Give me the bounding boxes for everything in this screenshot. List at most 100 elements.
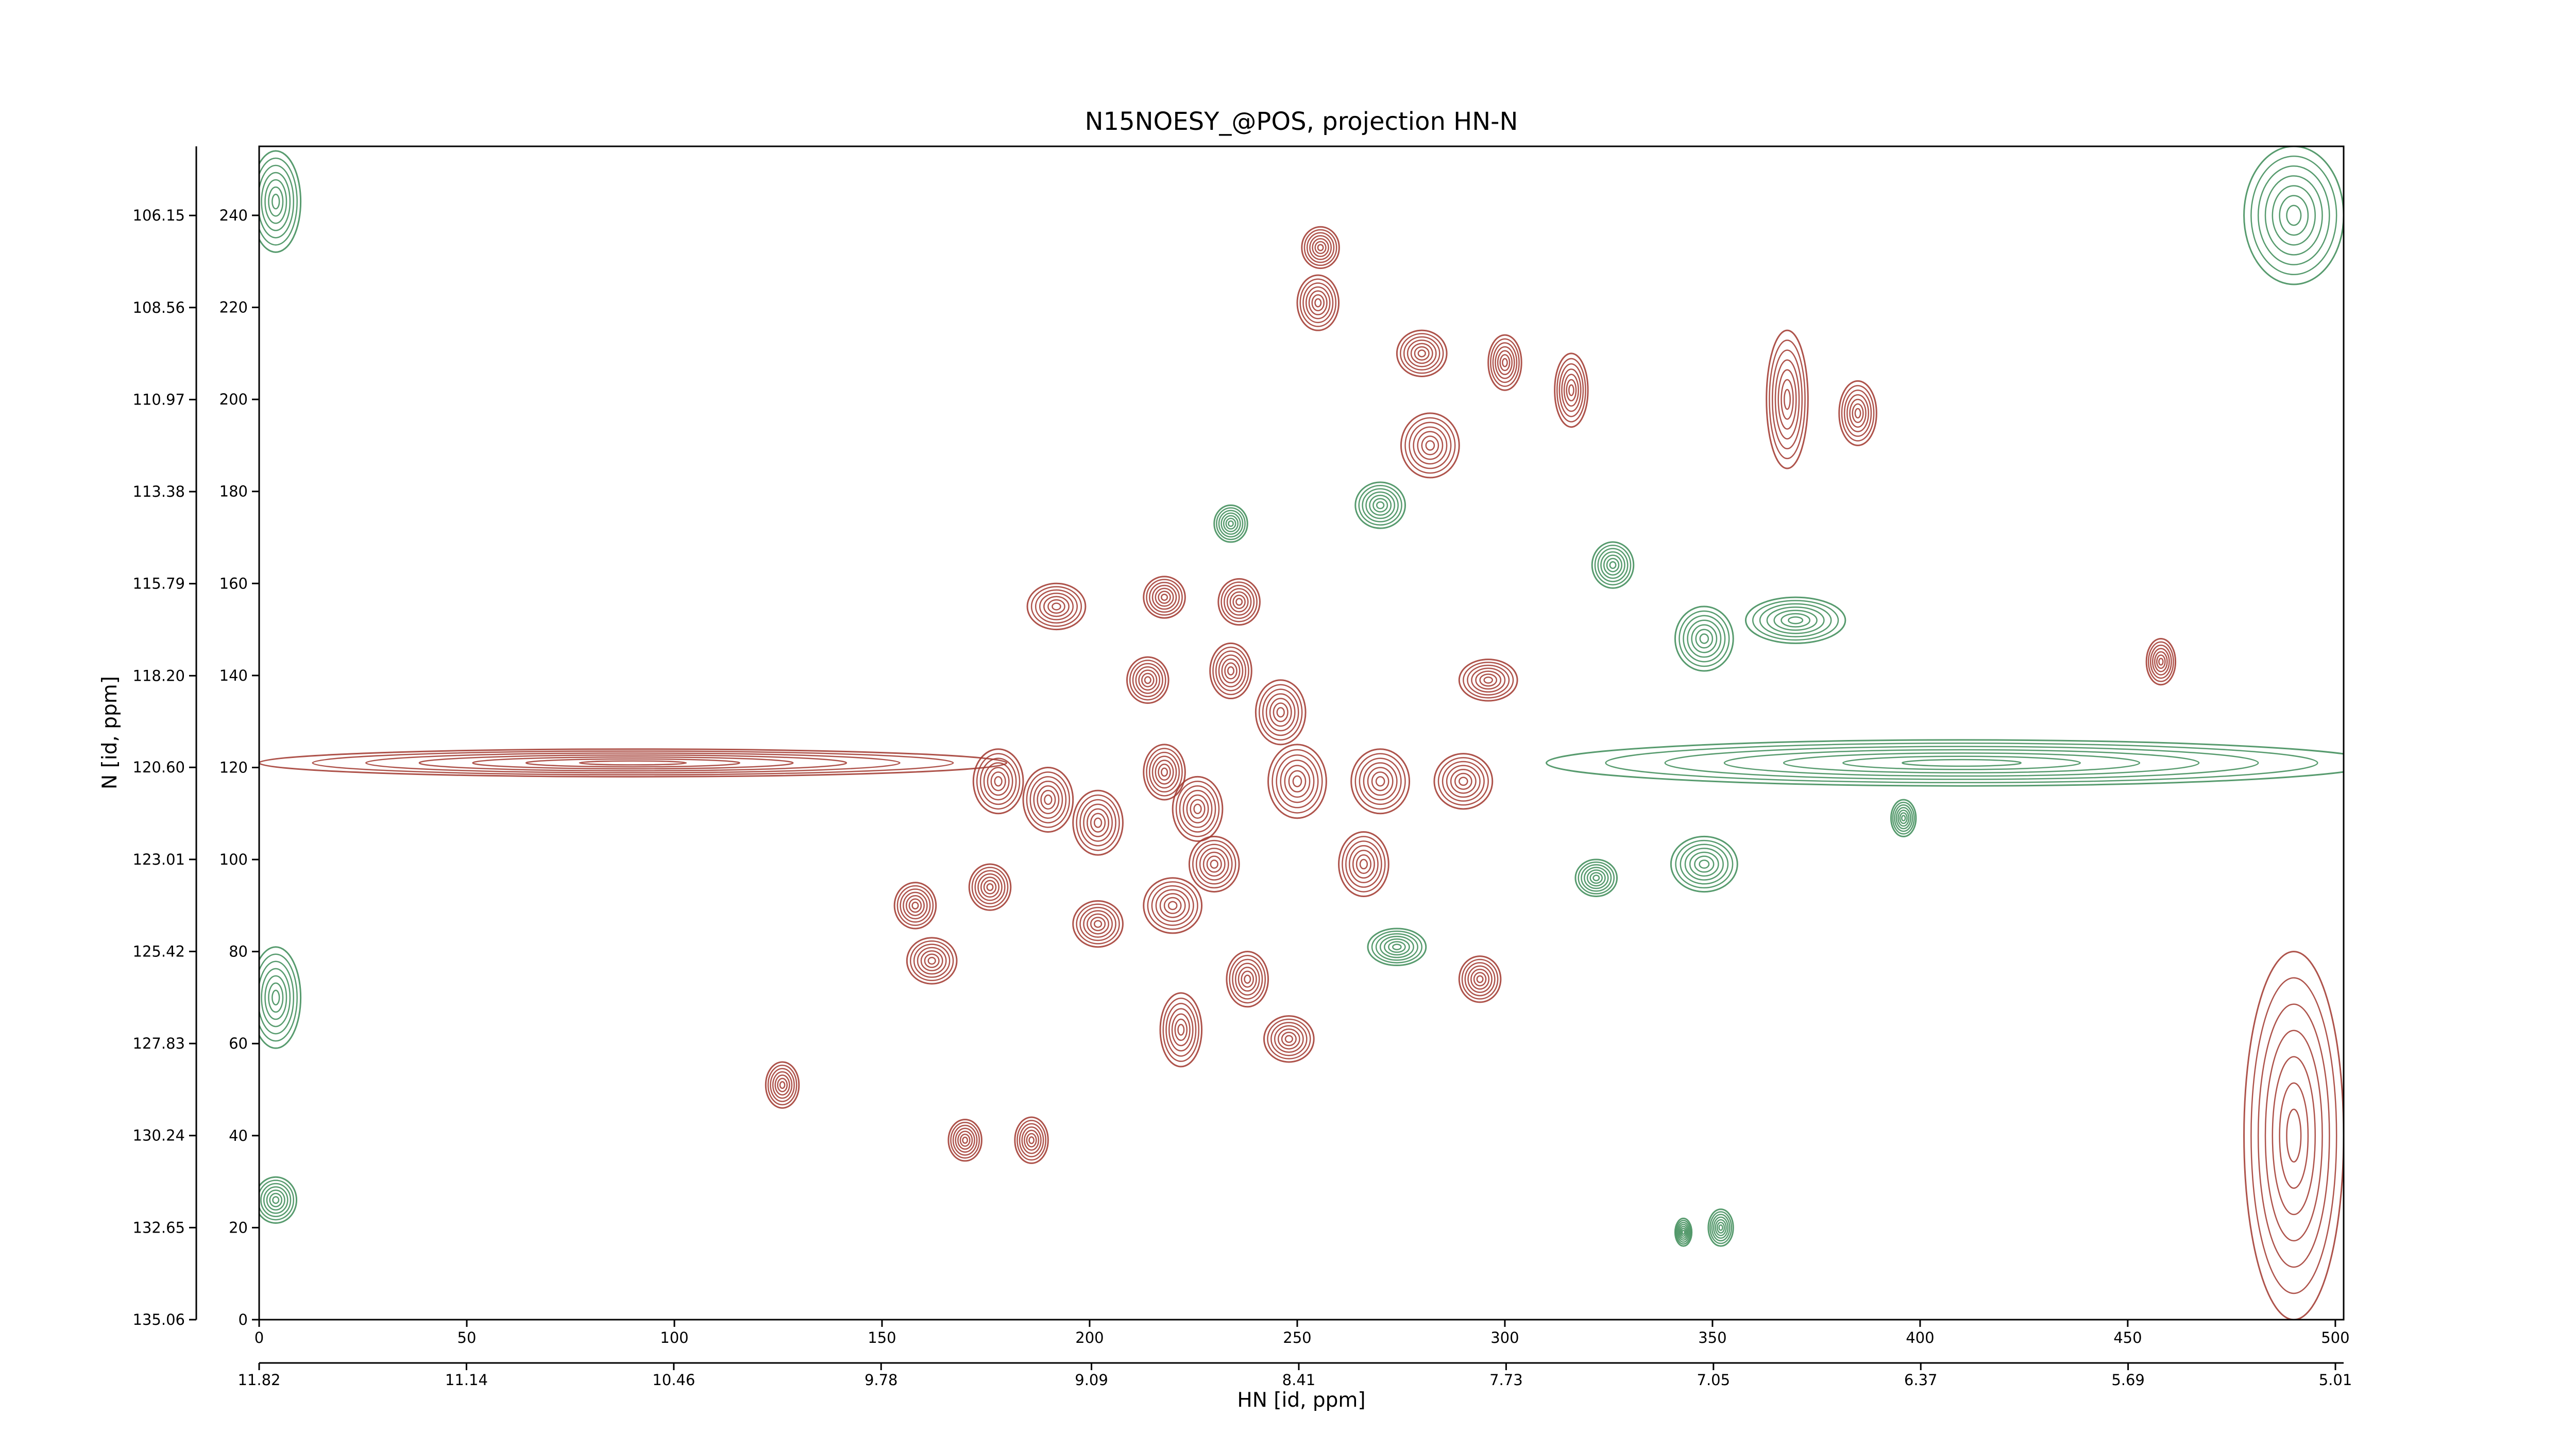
contour-ring [1718, 1224, 1723, 1231]
contour-ring [1450, 769, 1477, 794]
contour-ring [1676, 1221, 1690, 1243]
contour-ring [1302, 282, 1334, 324]
x-tick-label: 0 [255, 1329, 264, 1346]
contour-ring [1679, 1225, 1688, 1239]
contour-ring [1072, 789, 1124, 856]
x2-tick-label: 8.41 [1282, 1371, 1316, 1389]
contour-ring [1028, 1136, 1035, 1144]
contour-ring [774, 1074, 790, 1096]
contour-ring [1464, 962, 1496, 997]
contour-ring [1317, 244, 1324, 251]
contour-ring [268, 982, 284, 1013]
contour-ring [1376, 501, 1385, 510]
peak [1143, 576, 1186, 619]
contour-ring [1043, 596, 1070, 617]
contour-ring [1371, 771, 1389, 791]
contour-ring [1262, 688, 1299, 736]
contour-ring [1546, 739, 2344, 787]
y-tick-label: 100 [219, 851, 248, 868]
contour-ring [1146, 748, 1183, 797]
contour-ring [1171, 1013, 1191, 1047]
contour-ring [1854, 408, 1861, 419]
contour-ring [1744, 596, 1846, 644]
contour-ring [1473, 972, 1487, 987]
contour-ring [1270, 1022, 1308, 1056]
y2-tick-label: 123.01 [133, 851, 185, 868]
contour-ring [266, 1189, 285, 1211]
contour-ring [903, 891, 928, 920]
contour-ring [1563, 374, 1579, 407]
contour-ring [1892, 801, 1915, 835]
contour-ring [1306, 232, 1335, 263]
contour-ring [2243, 146, 2344, 285]
contour-ring [980, 877, 1000, 898]
y-axis-label: N [id, ppm] [98, 676, 122, 789]
contour-ring [1143, 576, 1186, 619]
contour-ring [259, 961, 295, 1035]
contour-ring [1039, 593, 1074, 620]
contour-ring [1263, 1015, 1315, 1063]
x-tick-label: 350 [1698, 1329, 1726, 1346]
contour-ring [1359, 858, 1368, 870]
contour-ring [2272, 1056, 2316, 1216]
contour-ring [1841, 385, 1875, 442]
plot-frame [258, 145, 2345, 1321]
contour-ring [261, 172, 291, 231]
contour-ring [1600, 551, 1625, 579]
contour-ring [1568, 384, 1574, 396]
x-tick-label: 150 [868, 1329, 896, 1346]
contour-ring [1843, 390, 1872, 437]
peak [1433, 753, 1494, 810]
contour-ring [1076, 903, 1120, 945]
contour-ring [1223, 515, 1239, 532]
peak [1126, 656, 1170, 704]
x2-tick-label: 7.73 [1489, 1371, 1523, 1389]
contour-ring [1499, 354, 1511, 372]
contour-ring [1403, 336, 1440, 370]
contour-ring [968, 863, 1012, 911]
contour-ring [1497, 350, 1513, 375]
contour-ring [1354, 481, 1406, 529]
contour-ring [1144, 676, 1151, 684]
contour-ring [1680, 1227, 1687, 1237]
contour-ring [1454, 772, 1472, 790]
contour-ring [1459, 777, 1468, 786]
contour-ring [1273, 702, 1289, 722]
contour-ring [1421, 435, 1439, 456]
contour-ring [952, 1124, 978, 1156]
contour-ring [579, 760, 687, 766]
contour-ring [1363, 762, 1398, 801]
contour-ring [1182, 789, 1213, 828]
contour-ring [1605, 743, 2318, 784]
contour-ring [1037, 785, 1060, 815]
peak [1674, 605, 1734, 672]
contour-ring [1771, 349, 1803, 450]
peak [1350, 748, 1411, 815]
contour-ring [1594, 545, 1632, 586]
contour-ring [1446, 765, 1481, 798]
contour-ring [1047, 599, 1065, 614]
peak [2243, 951, 2344, 1320]
contour-ring [1502, 358, 1508, 367]
contour-ring [924, 953, 940, 968]
contour-ring [1259, 684, 1303, 741]
contour-ring [1375, 776, 1385, 787]
contour-ring [1135, 666, 1161, 694]
contour-ring [1897, 810, 1910, 827]
contour-ring [1417, 431, 1444, 460]
contour-ring [779, 1081, 786, 1089]
contour-ring [1218, 510, 1244, 537]
peak [259, 150, 302, 253]
contour-ring [259, 157, 298, 246]
x-tick-label: 500 [2321, 1329, 2349, 1346]
contour-ring [1312, 238, 1329, 257]
peak [1400, 412, 1460, 479]
contour-ring [1090, 917, 1106, 932]
contour-ring [1299, 278, 1337, 327]
contour-ring [1155, 889, 1190, 922]
contour-ring [259, 150, 302, 253]
contour-ring [1269, 698, 1292, 727]
contour-ring [2147, 641, 2174, 682]
contour-ring [1079, 799, 1116, 847]
contour-ring [1016, 1120, 1046, 1161]
